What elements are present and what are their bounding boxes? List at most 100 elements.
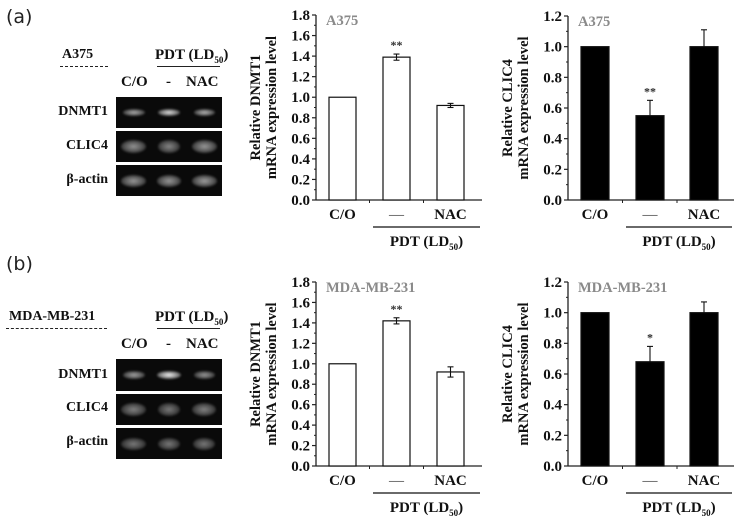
bar (635, 115, 665, 201)
cell-line-dashed-rule (60, 66, 108, 67)
x-category-label: C/O (329, 207, 356, 223)
bar (436, 371, 465, 467)
gel-band (192, 403, 217, 416)
y-tick-label: 0.0 (291, 193, 310, 209)
group-label: PDT (LD50) (390, 234, 463, 252)
gel-image-row (116, 359, 222, 391)
y-tick-label: 1.4 (291, 316, 310, 332)
y-tick-label: 0.4 (543, 132, 562, 148)
gel-band (158, 140, 180, 153)
x-category-label: C/O (582, 473, 609, 489)
gel-image-row (116, 165, 222, 196)
y-axis-label: mRNA expression level (516, 302, 532, 445)
gel-image-row (116, 394, 222, 425)
treatment-rule (157, 328, 220, 329)
lane-label: C/O (121, 74, 148, 90)
group-label: PDT (LD50) (642, 234, 715, 252)
gel-row-label: CLIC4 (65, 138, 108, 153)
y-tick-label: 0.0 (543, 193, 562, 209)
y-tick-label: 0.4 (543, 398, 562, 414)
y-tick-label: 1.2 (543, 275, 562, 291)
gel-treatment-header: PDT (LD50) (155, 47, 229, 65)
gel-band (158, 109, 180, 116)
chart-b-clic4: 0.0 0.2 0.4 0.6 0.8 1.0 1.2 Relative CLIC4 mRNA … (500, 275, 734, 518)
chart-a-clic4: 0.0 0.2 0.4 0.6 0.8 1.0 1.2 Relative CLIC4 mRNA … (500, 9, 734, 252)
bar (436, 104, 465, 201)
y-tick-label: 1.8 (291, 8, 310, 24)
y-tick-label: 0.0 (291, 459, 310, 475)
y-tick-label: 0.8 (291, 111, 310, 127)
chart-b-dnmt1: 0.0 0.2 0.4 0.6 0.8 1.0 1.2 1.4 1.6 1.8 Relative D… (248, 275, 482, 518)
bar (689, 312, 719, 467)
y-tick-label: 1.6 (291, 29, 310, 45)
gel-band (156, 174, 182, 187)
x-category-label: NAC (434, 473, 467, 489)
chart-inset-title: A375 (326, 13, 358, 29)
y-tick-label: 1.0 (291, 90, 310, 106)
gel-band (122, 109, 145, 116)
gel-image-row (116, 97, 222, 128)
significance-marker: ** (644, 84, 656, 98)
y-tick-label: 0.0 (543, 459, 562, 475)
y-axis-label: Relative DNMT1 (248, 55, 264, 161)
x-category-label: — (388, 207, 405, 223)
x-category-label: C/O (329, 473, 356, 489)
gel-image-row (116, 131, 222, 162)
y-tick-label: 1.8 (291, 275, 310, 291)
y-axis-label: mRNA expression level (516, 36, 532, 179)
y-tick-label: 0.2 (543, 162, 562, 178)
y-tick-label: 0.2 (291, 439, 310, 455)
y-axis-label: mRNA expression level (264, 36, 280, 179)
gel-band (156, 371, 181, 379)
x-category-label: — (642, 207, 659, 223)
x-category-label: — (388, 473, 405, 489)
group-label: PDT (LD50) (642, 500, 715, 518)
gel-band (120, 140, 147, 153)
bar (328, 96, 357, 201)
x-category-label: NAC (688, 473, 721, 489)
gel-band (191, 140, 218, 153)
gel-band (120, 174, 147, 187)
bar (382, 56, 411, 201)
bar (328, 363, 357, 467)
gel-band (193, 437, 216, 450)
y-tick-label: 1.2 (543, 9, 562, 25)
gel-band (121, 403, 147, 416)
lane-label: - (166, 74, 171, 90)
y-tick-label: 0.8 (543, 70, 562, 86)
bar (635, 361, 665, 467)
y-tick-label: 1.0 (543, 306, 562, 322)
treatment-rule (157, 66, 220, 67)
bar (689, 46, 719, 201)
panel-letter-a: (a) (6, 6, 33, 28)
y-tick-label: 0.6 (543, 367, 562, 383)
y-tick-label: 1.0 (291, 357, 310, 373)
x-category-label: — (642, 473, 659, 489)
y-tick-label: 0.8 (291, 377, 310, 393)
x-category-label: NAC (434, 207, 467, 223)
x-category-label: C/O (582, 207, 609, 223)
bar (580, 46, 610, 201)
chart-a-dnmt1: 0.0 0.2 0.4 0.6 0.8 1.0 1.2 1.4 1.6 1.8 Relative D… (248, 8, 482, 252)
y-tick-label: 0.4 (291, 152, 310, 168)
x-category-label: NAC (688, 207, 721, 223)
gel-band (191, 174, 218, 187)
gel-band (158, 403, 180, 416)
y-axis-label: Relative CLIC4 (500, 325, 516, 423)
lane-label: - (166, 336, 171, 352)
chart-inset-title: MDA-MB-231 (578, 280, 667, 296)
y-tick-label: 1.0 (543, 40, 562, 56)
lane-label: C/O (121, 336, 148, 352)
bar (580, 312, 610, 467)
gel-row-label: DNMT1 (58, 104, 108, 119)
lane-label: NAC (186, 74, 219, 90)
y-tick-label: 0.4 (291, 418, 310, 434)
y-tick-label: 0.2 (291, 172, 310, 188)
y-axis-label: Relative DNMT1 (248, 321, 264, 427)
gel-row-label: β-actin (66, 434, 108, 449)
gel-band (158, 437, 180, 450)
significance-marker: ** (391, 38, 403, 52)
gel-cell-line-label: MDA-MB-231 (9, 309, 96, 324)
y-tick-label: 0.6 (291, 131, 310, 147)
